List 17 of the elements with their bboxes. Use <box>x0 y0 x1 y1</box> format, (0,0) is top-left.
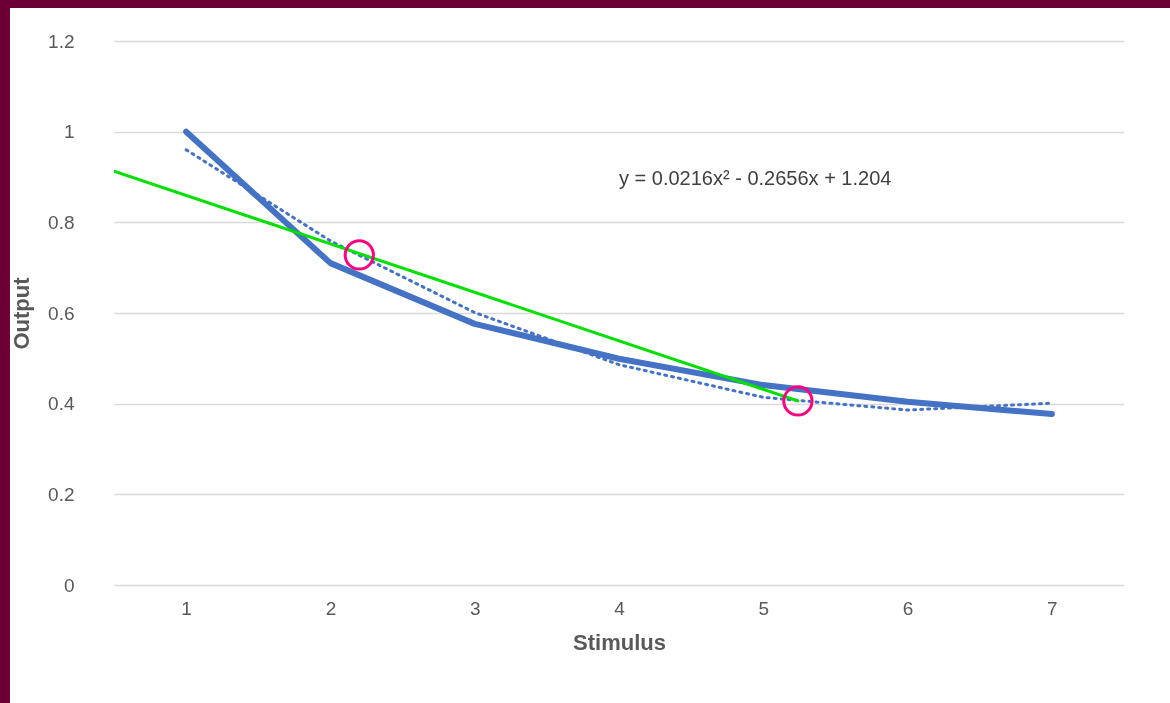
y-tick-label: 0.8 <box>48 211 75 233</box>
y-axis-title: Output <box>9 276 35 350</box>
y-tick-label: 1 <box>63 121 75 143</box>
y-tick-label: 0 <box>63 574 75 596</box>
x-tick-label: 2 <box>325 597 337 619</box>
x-tick-label: 1 <box>181 597 192 619</box>
y-tick-label: 0.4 <box>48 393 75 415</box>
x-tick-label: 6 <box>902 597 914 619</box>
annotation: y = 0.0216x² - 0.2656x + 1.204 <box>619 167 892 189</box>
y-tick-label: 0.6 <box>48 302 75 324</box>
y-tick-label: 1.2 <box>48 30 75 52</box>
x-tick-label: 3 <box>469 597 481 619</box>
y-tick-label: 0.2 <box>48 483 75 505</box>
x-tick-label: 5 <box>758 597 770 619</box>
x-tick-label: 4 <box>614 597 626 619</box>
x-tick-label: 7 <box>1047 597 1058 619</box>
x-axis-title: Stimulus <box>573 629 666 655</box>
